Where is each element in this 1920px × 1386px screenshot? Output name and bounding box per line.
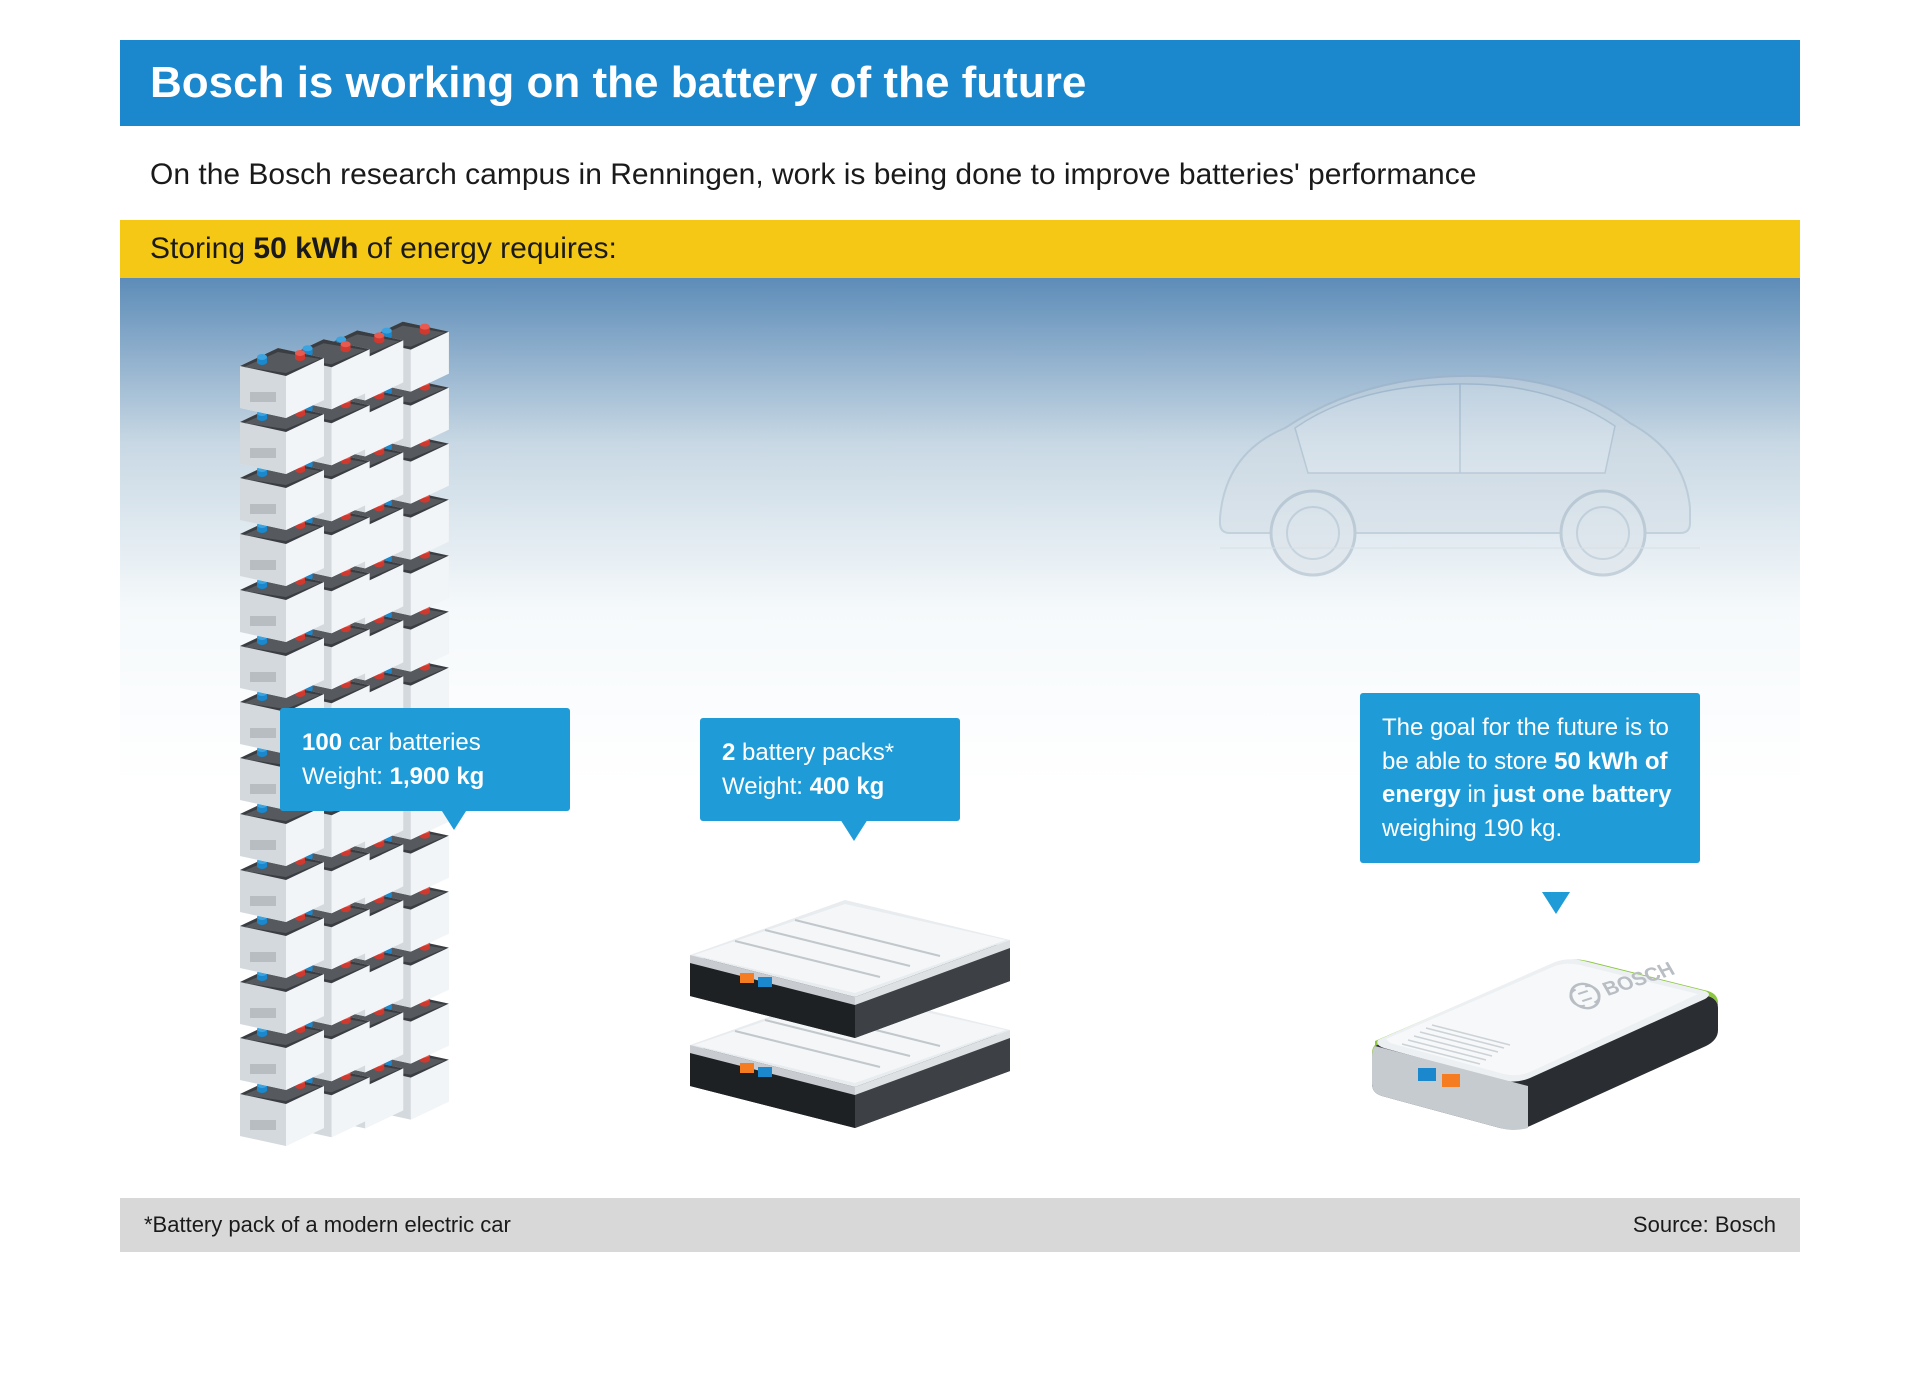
car-silhouette-icon	[1190, 338, 1710, 588]
c1-label: car batteries	[342, 729, 481, 756]
c2-label: battery packs*	[735, 739, 894, 766]
footnote: *Battery pack of a modern electric car	[144, 1212, 511, 1238]
c3-b2: just one battery	[1493, 781, 1672, 808]
c3-t3: weighing 190 kg.	[1382, 815, 1562, 842]
c2-weight-pre: Weight:	[722, 773, 810, 800]
page-title: Bosch is working on the battery of the f…	[150, 58, 1086, 107]
battery-packs-icon	[680, 878, 1020, 1138]
yellow-post: of energy requires:	[358, 232, 616, 265]
yellow-bar: Storing 50 kWh of energy requires:	[120, 220, 1800, 278]
c2-weight: 400 kg	[810, 773, 885, 800]
c3-t2: in	[1461, 781, 1493, 808]
subtitle: On the Bosch research campus in Renninge…	[120, 126, 1800, 220]
callout-future-goal: The goal for the future is to be able to…	[1360, 693, 1700, 863]
callout-tail-icon	[440, 808, 468, 830]
footer-bar: *Battery pack of a modern electric car S…	[120, 1198, 1800, 1252]
callout-tail-icon	[840, 819, 868, 841]
callout-battery-packs: 2 battery packs* Weight: 400 kg	[700, 718, 960, 821]
c2-count: 2	[722, 739, 735, 766]
title-bar: Bosch is working on the battery of the f…	[120, 40, 1800, 126]
callout-tail-icon	[1542, 892, 1570, 914]
yellow-bold: 50 kWh	[253, 232, 358, 265]
callout-car-batteries: 100 car batteries Weight: 1,900 kg	[280, 708, 570, 811]
c1-weight: 1,900 kg	[390, 763, 485, 790]
c1-weight-pre: Weight:	[302, 763, 390, 790]
source-label: Source: Bosch	[1633, 1212, 1776, 1238]
diagram-area: BOSCH 100 car batteries Weight: 1,900 kg…	[120, 278, 1800, 1198]
yellow-pre: Storing	[150, 232, 253, 265]
c1-count: 100	[302, 729, 342, 756]
future-battery-icon: BOSCH	[1360, 928, 1720, 1148]
